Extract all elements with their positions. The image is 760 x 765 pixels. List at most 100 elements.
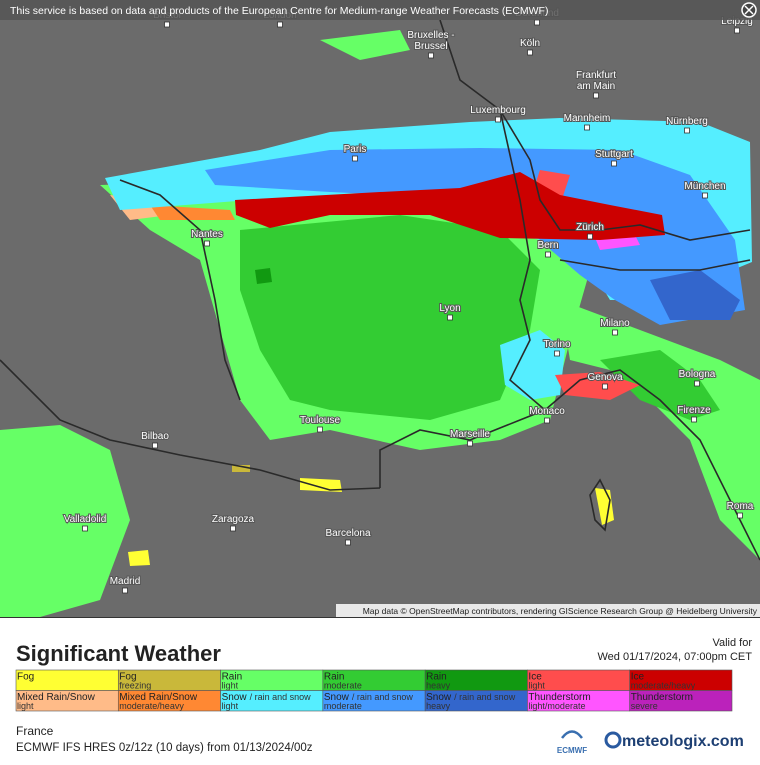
- city-marker: [230, 525, 236, 532]
- city-marker: [164, 21, 170, 28]
- city-label: Brussel: [414, 41, 447, 52]
- city-marker: [277, 21, 283, 28]
- city-marker: [611, 160, 617, 167]
- weather-area: [205, 148, 745, 325]
- city-label: Lyon: [439, 303, 460, 314]
- region: France: [16, 724, 54, 738]
- legend-label: Thunderstorm: [528, 692, 590, 703]
- legend-qualifier: / rain and snow: [454, 692, 516, 702]
- city-label: Bern: [537, 240, 558, 251]
- border: [499, 109, 546, 411]
- city-marker: [447, 314, 453, 321]
- legend-label: Ice: [528, 672, 542, 683]
- city-label: Torino: [543, 339, 571, 350]
- legend-label: Fog: [17, 672, 34, 683]
- city-label: Stuttgart: [595, 149, 633, 160]
- valid-label: Valid for: [712, 637, 752, 649]
- legend-sublabel: light: [17, 701, 34, 711]
- legend-swatch: [629, 690, 733, 712]
- legend-sublabel: severe: [631, 701, 658, 711]
- city-marker: [602, 383, 608, 390]
- city-marker: [587, 233, 593, 240]
- city-marker: [467, 440, 473, 447]
- city-marker: [691, 416, 697, 423]
- city-marker: [122, 587, 128, 594]
- legend-sublabel: moderate: [324, 701, 362, 711]
- legend-label: Fog: [119, 672, 136, 683]
- city-label: Nürnberg: [666, 116, 708, 127]
- city-marker: [593, 92, 599, 99]
- city-marker: [152, 442, 158, 449]
- city-marker: [734, 27, 740, 34]
- city-label: Köln: [520, 38, 540, 49]
- weather-area: [255, 268, 272, 284]
- city-label: Paris: [344, 144, 367, 155]
- city-label: Marseille: [450, 429, 490, 440]
- city-label: Barcelona: [325, 528, 370, 539]
- border: [0, 359, 381, 491]
- ecmwf-logo: ECMWF: [557, 746, 587, 755]
- city-marker: [737, 512, 743, 519]
- weather-area: [600, 350, 720, 420]
- city-marker: [495, 116, 501, 123]
- city-label: Milano: [600, 318, 630, 329]
- legend-label: Snow: [222, 692, 248, 703]
- legend-sublabel: freezing: [119, 681, 151, 691]
- city-label: Madrid: [110, 576, 141, 587]
- city-marker: [694, 380, 700, 387]
- attribution: Map data © OpenStreetMap contributors, r…: [363, 606, 758, 616]
- weather-area: [235, 172, 665, 240]
- city-marker: [684, 127, 690, 134]
- legend-sublabel: moderate: [324, 681, 362, 691]
- legend-label: Rain: [222, 672, 243, 683]
- city-marker: [352, 155, 358, 162]
- city-label: am Main: [577, 81, 615, 92]
- legend-sublabel: light/moderate: [528, 701, 585, 711]
- legend-label: Mixed Rain/Snow: [119, 692, 198, 703]
- border: [439, 19, 751, 241]
- city-marker: [428, 52, 434, 59]
- weather-area: [0, 425, 130, 617]
- city-marker: [702, 192, 708, 199]
- legend-qualifier: / rain and snow: [250, 692, 312, 702]
- city-marker: [527, 49, 533, 56]
- city-label: Zürich: [576, 222, 604, 233]
- legend-sublabel: heavy: [426, 681, 451, 691]
- legend-label: Mixed Rain/Snow: [17, 692, 96, 703]
- city-marker: [554, 350, 560, 357]
- legend-sublabel: heavy: [426, 701, 451, 711]
- legend-sublabel: moderate/heavy: [631, 681, 696, 691]
- weather-area: [500, 330, 565, 400]
- city-label: Luxembourg: [470, 105, 526, 116]
- city-label: Bilbao: [141, 431, 169, 442]
- legend-sublabel: light: [222, 681, 239, 691]
- city-marker: [345, 539, 351, 546]
- legend-title: Significant Weather: [16, 641, 221, 666]
- city-label: Firenze: [677, 405, 711, 416]
- city-label: Valladolid: [64, 514, 107, 525]
- border: [559, 259, 751, 271]
- city-label: Toulouse: [300, 415, 340, 426]
- weather-area: [300, 478, 342, 492]
- city-label: Mannheim: [564, 113, 611, 124]
- coastline: [379, 369, 760, 561]
- borders: [0, 19, 760, 561]
- city-marker: [82, 525, 88, 532]
- brand-icon: [604, 731, 622, 749]
- legend-label: Rain: [324, 672, 345, 683]
- coastline: [119, 179, 241, 401]
- city-label: Bologna: [679, 369, 716, 380]
- island: [589, 478, 611, 532]
- city-marker: [204, 240, 210, 247]
- city-label: München: [684, 181, 725, 192]
- legend-qualifier: / rain and snow: [352, 692, 414, 702]
- city-label: Nantes: [191, 229, 223, 240]
- weather-area: [240, 215, 540, 420]
- city-marker: [545, 251, 551, 258]
- legend-label: Rain: [426, 672, 447, 683]
- notice: This service is based on data and produc…: [10, 5, 548, 17]
- city-marker: [317, 426, 323, 433]
- city-marker: [534, 19, 540, 26]
- legend-sublabel: light: [222, 701, 239, 711]
